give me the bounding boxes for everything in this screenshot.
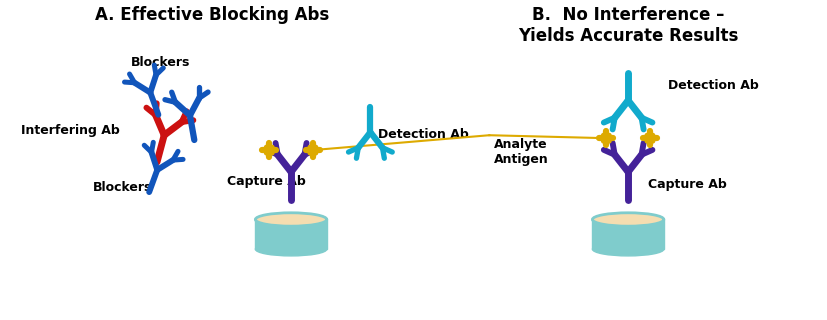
Text: Detection Ab: Detection Ab <box>667 79 758 92</box>
Text: Blockers: Blockers <box>93 181 152 194</box>
Text: Capture Ab: Capture Ab <box>227 175 305 188</box>
Text: Detection Ab: Detection Ab <box>378 128 469 141</box>
Text: A. Effective Blocking Abs: A. Effective Blocking Abs <box>94 6 328 24</box>
Ellipse shape <box>592 243 663 256</box>
Text: Blockers: Blockers <box>131 56 189 69</box>
Bar <box>255 220 327 249</box>
Ellipse shape <box>255 213 327 226</box>
Text: Analyte
Antigen: Analyte Antigen <box>494 138 548 166</box>
Text: Interfering Ab: Interfering Ab <box>22 124 120 137</box>
Text: Capture Ab: Capture Ab <box>648 178 726 191</box>
Text: B.  No Interference –
Yields Accurate Results: B. No Interference – Yields Accurate Res… <box>518 6 738 45</box>
Bar <box>592 220 663 249</box>
Ellipse shape <box>255 243 327 256</box>
Ellipse shape <box>592 213 663 226</box>
